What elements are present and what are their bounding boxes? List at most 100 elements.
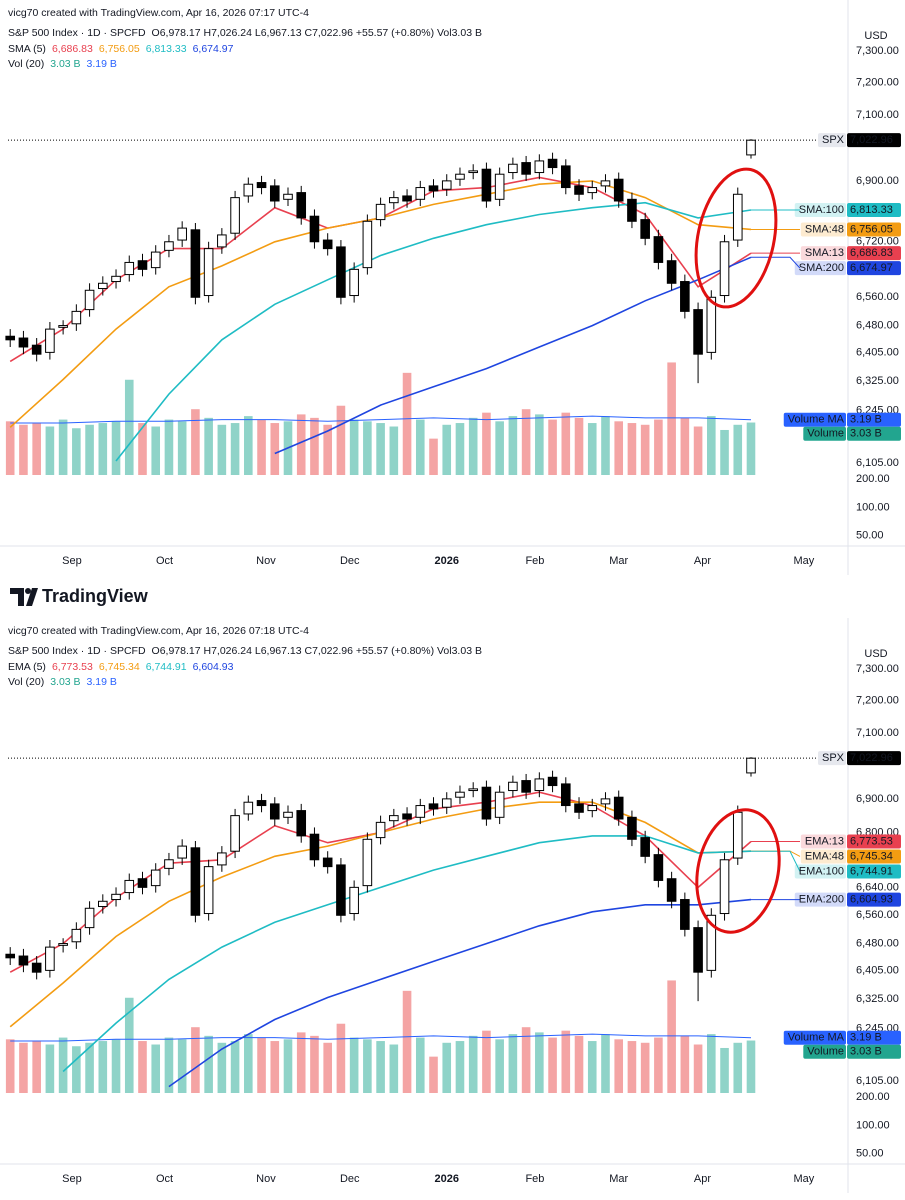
- volume-bar: [720, 429, 729, 475]
- y-tick-label: 6,720.00: [856, 236, 899, 248]
- volume-bar: [5, 1039, 15, 1093]
- volume-bar: [204, 417, 213, 475]
- volume-bar: [336, 1023, 346, 1093]
- volume-bar: [521, 409, 531, 475]
- volume-bar: [230, 423, 240, 475]
- volume-bar: [138, 423, 147, 475]
- volume-bar: [535, 414, 544, 475]
- candle-body: [336, 864, 346, 916]
- tag-name-bg: [794, 864, 846, 879]
- tag-value: 6,604.93: [850, 893, 893, 905]
- volume-bar: [548, 1037, 557, 1093]
- candle-body: [18, 955, 29, 966]
- candle-body: [534, 778, 545, 792]
- volume-bar: [455, 1041, 465, 1093]
- indicator-value: 6,756.05: [99, 43, 140, 55]
- candle-body: [547, 158, 558, 169]
- tag-value: 6,773.53: [850, 835, 893, 847]
- y-tick-label: 6,560.00: [856, 909, 899, 921]
- volume-bar: [296, 1032, 306, 1093]
- volume-bar: [680, 417, 690, 475]
- y-tick-label: 6,325.00: [856, 375, 899, 387]
- ohlc: O6,978.17 H7,026.24 L6,967.13 C7,022.96 …: [152, 645, 482, 657]
- volume-bar: [257, 419, 266, 475]
- tag-name: EMA:48: [805, 850, 844, 862]
- candle-body: [98, 282, 108, 290]
- x-tick-label: Oct: [156, 1173, 173, 1185]
- candle-body: [150, 869, 161, 887]
- candle-body: [680, 899, 690, 930]
- volume-bar: [191, 409, 200, 475]
- candle-body: [732, 811, 743, 859]
- candle-body: [84, 289, 95, 311]
- candle-body: [640, 837, 650, 857]
- volume-bar: [640, 1042, 650, 1093]
- candle-body: [124, 261, 135, 276]
- volume-bar: [680, 1035, 690, 1093]
- volume-bar: [627, 1041, 637, 1093]
- tag-name: EMA:100: [799, 865, 844, 877]
- candle-body: [508, 163, 518, 174]
- candle-body: [653, 854, 664, 881]
- candle-body: [521, 780, 531, 793]
- volume-bar: [32, 1041, 41, 1093]
- symbol: S&P 500 Index · 1D · SPCFD: [8, 27, 146, 39]
- volume-bar: [244, 416, 253, 475]
- tag-connector: [750, 850, 801, 872]
- tag-value-bg: [847, 222, 901, 237]
- volume-bar: [548, 419, 557, 475]
- candle-body: [574, 185, 584, 195]
- logo-icon: [10, 588, 24, 606]
- volume-bar: [257, 1037, 266, 1093]
- tag-name-bg: [794, 261, 846, 276]
- volume-bar: [58, 1037, 68, 1093]
- x-tick-label: Feb: [525, 1173, 544, 1185]
- x-tick-label: Dec: [340, 555, 360, 567]
- candle-body: [613, 178, 624, 202]
- ma-line: [168, 898, 752, 1088]
- candle-body: [719, 859, 730, 915]
- volume-bar: [363, 1039, 372, 1093]
- tag-value-bg: [847, 412, 901, 427]
- x-tick-label: Dec: [340, 1173, 360, 1185]
- volume-bar: [177, 421, 187, 475]
- candle-body: [362, 838, 373, 887]
- y2-tick-label: 200.00: [856, 1091, 890, 1103]
- tag-name: Volume MA: [788, 414, 845, 426]
- tag-name: SMA:200: [799, 262, 844, 274]
- indicator-line: SMA (5) 6,686.83 6,756.05 6,813.33 6,674.97: [8, 43, 234, 55]
- y-tick-label: 7,200.00: [856, 695, 899, 707]
- candle-body: [653, 236, 664, 263]
- volume-bar: [217, 1042, 227, 1093]
- tag-name: Volume: [807, 428, 844, 440]
- candle-body: [640, 219, 650, 239]
- volume-bar: [363, 421, 372, 475]
- candle-body: [547, 776, 558, 787]
- tag-name: SMA:48: [805, 223, 844, 235]
- tag-value-bg: [847, 1044, 901, 1059]
- volume-bar: [601, 1034, 610, 1093]
- tag-name-bg: [783, 412, 846, 427]
- volume-bar: [323, 1042, 332, 1093]
- tag-value: 3.03 B: [850, 428, 882, 440]
- candle-body: [719, 241, 730, 297]
- candle-body: [137, 878, 148, 888]
- x-tick-label: Oct: [156, 555, 173, 567]
- tag-value: 6,813.33: [850, 204, 893, 216]
- y-tick-label: 7,100.00: [856, 727, 899, 739]
- candle-body: [375, 203, 386, 221]
- y-tick-label: 7,200.00: [856, 77, 899, 89]
- y-tick-label: 6,560.00: [856, 291, 899, 303]
- candle-body: [441, 798, 452, 808]
- candle-body: [389, 197, 399, 204]
- candle-body: [283, 811, 293, 818]
- candle-body: [415, 187, 426, 200]
- volume-bar: [164, 419, 174, 475]
- x-tick-label: 2026: [434, 555, 458, 567]
- y-tick-label: 6,480.00: [856, 319, 899, 331]
- candle-body: [322, 857, 333, 868]
- volume-bar: [376, 1041, 385, 1093]
- volume-bar: [574, 417, 584, 475]
- volume-bar: [707, 416, 716, 475]
- candle-body: [164, 241, 174, 251]
